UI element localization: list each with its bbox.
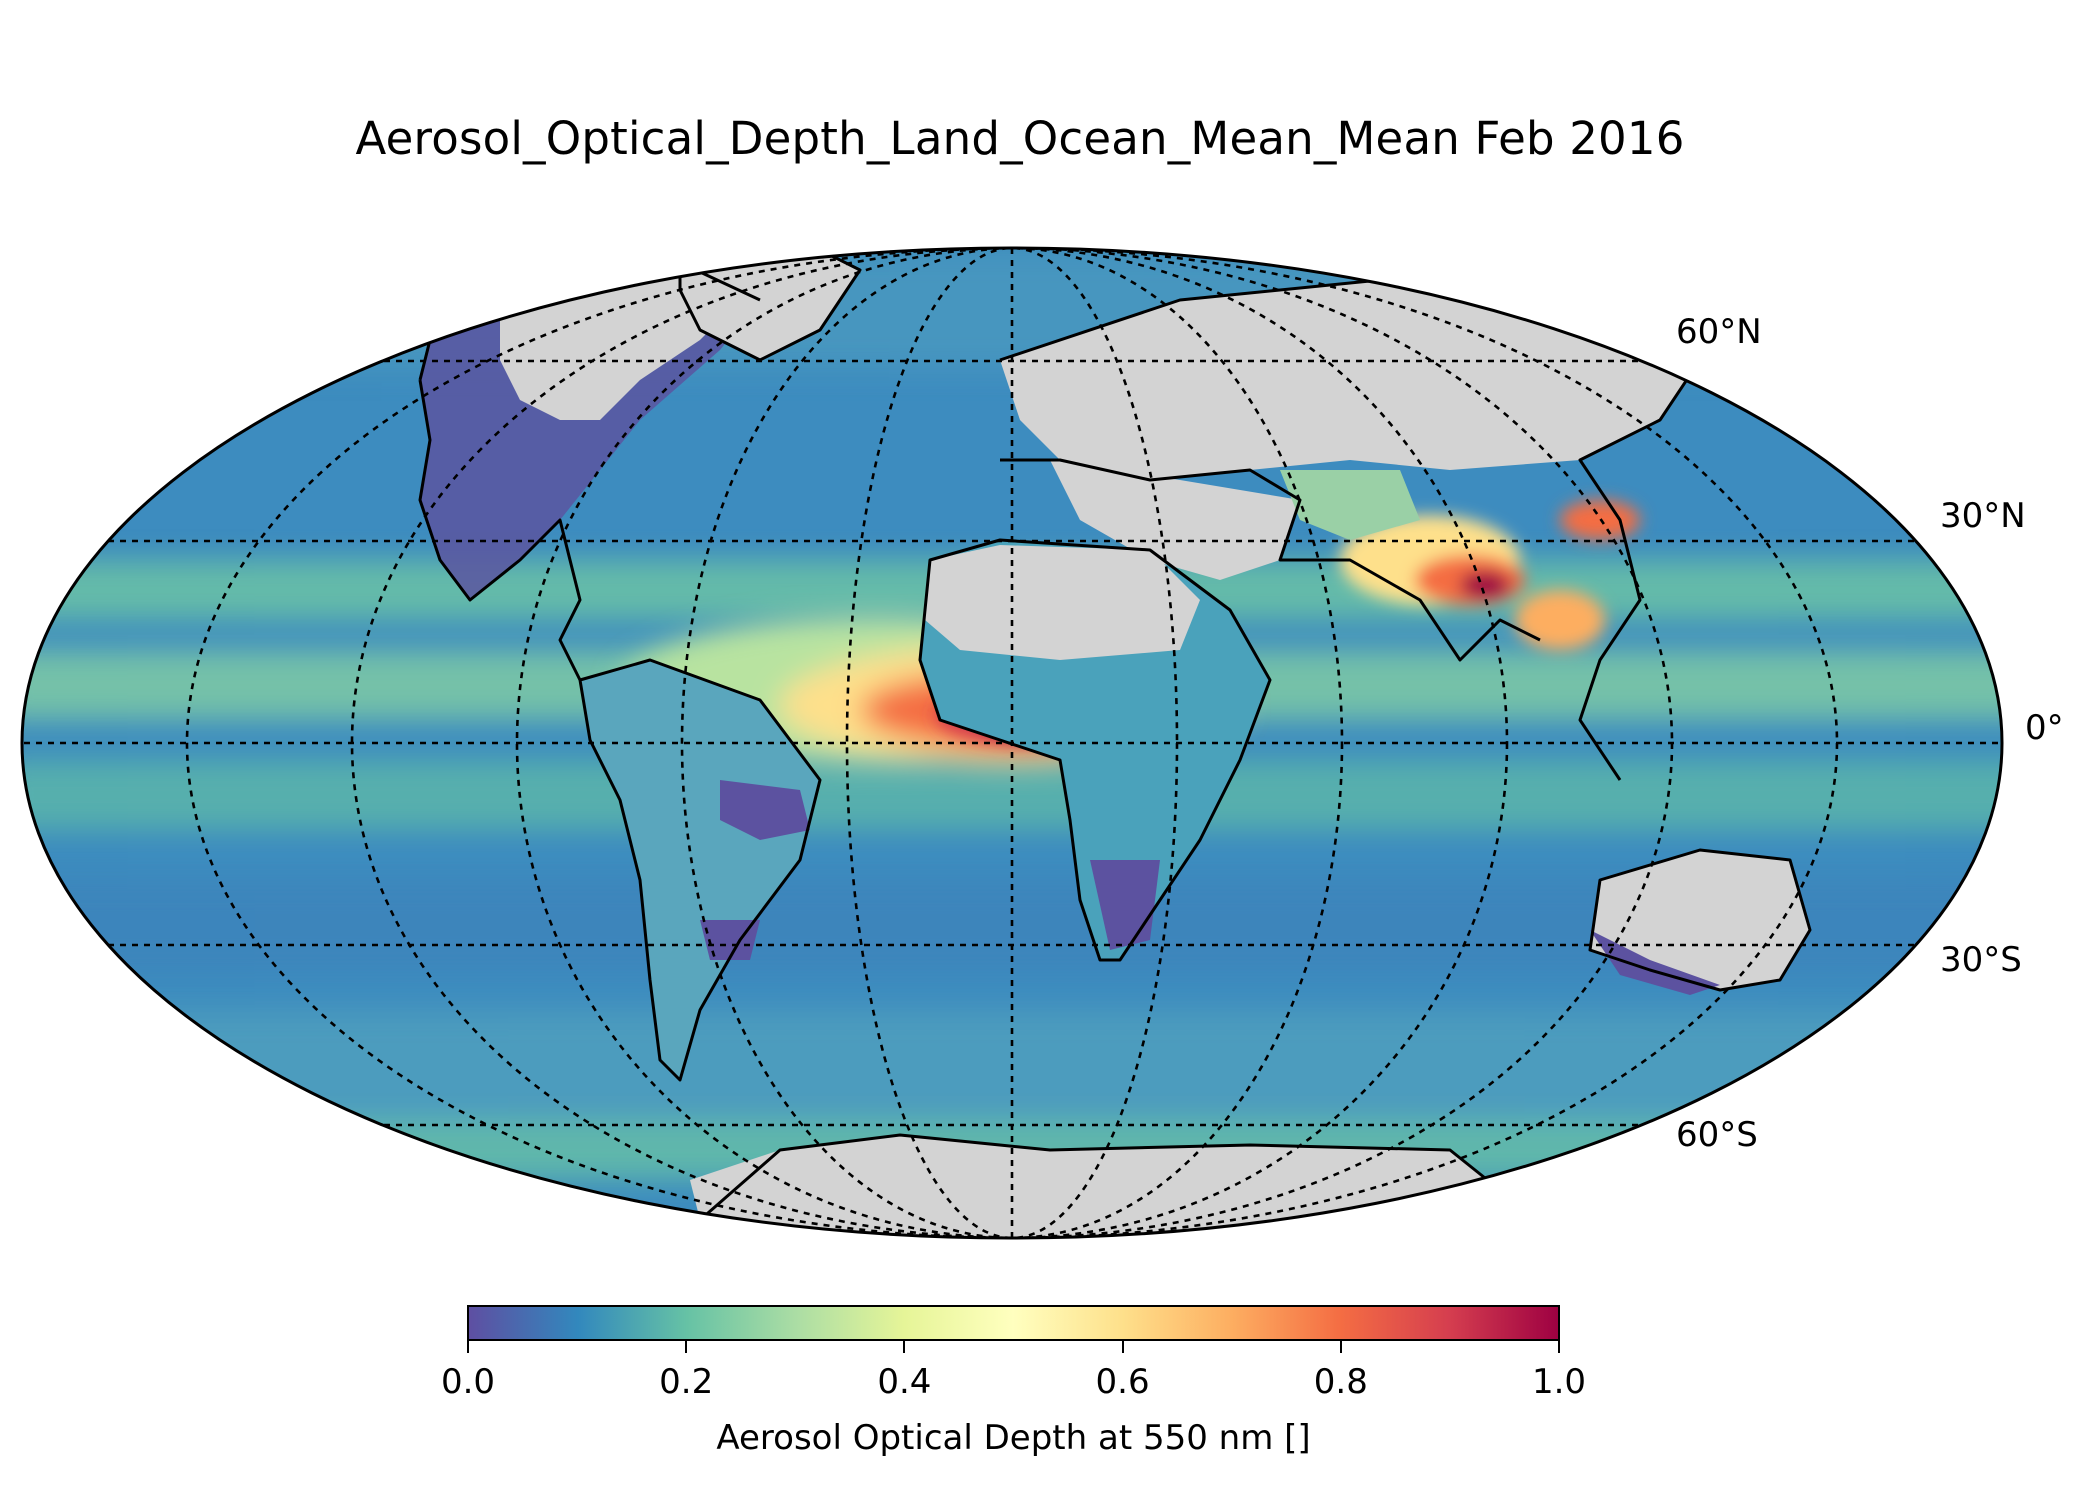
map-title: Aerosol_Optical_Depth_Land_Ocean_Mean_Me…	[355, 112, 1685, 165]
colorbar-tick-label: 0.0	[440, 1362, 496, 1402]
colorbar-tick-mark	[1339, 1341, 1342, 1353]
colorbar-tick-mark	[685, 1341, 688, 1353]
colorbar-tick-label: 0.6	[1095, 1362, 1150, 1402]
colorbar	[467, 1305, 1560, 1341]
colorbar-tick-mark	[1121, 1341, 1124, 1353]
colorbar-tick-label: 0.2	[659, 1362, 714, 1402]
globe-boundary	[20, 246, 2004, 1240]
lat-label-60n: 60°N	[1676, 312, 1762, 352]
lat-label-30n: 30°N	[1940, 496, 2026, 536]
colorbar-tick-label: 0.4	[877, 1362, 932, 1402]
colorbar-tick-mark	[1558, 1341, 1560, 1353]
colorbar-tick-mark	[467, 1341, 469, 1353]
colorbar-tick-mark	[903, 1341, 906, 1353]
lat-label-60s: 60°S	[1676, 1115, 1758, 1155]
lat-label-equator: 0°	[2025, 708, 2064, 748]
colorbar-tick-label: 0.8	[1313, 1362, 1368, 1402]
lat-label-30s: 30°S	[1940, 940, 2022, 980]
colorbar-tick-label: 1.0	[1531, 1362, 1587, 1402]
colorbar-label: Aerosol Optical Depth at 550 nm []	[716, 1418, 1311, 1458]
